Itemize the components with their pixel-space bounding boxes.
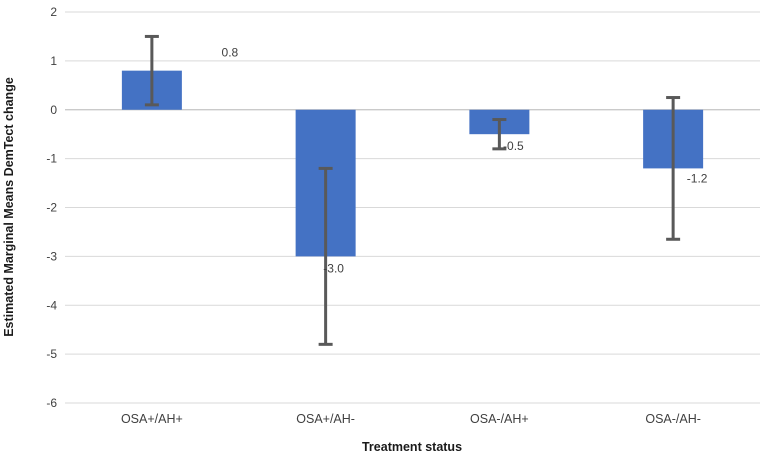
y-tick-label: 2 <box>50 5 57 19</box>
y-tick-label: -5 <box>46 347 57 361</box>
plot-area: 2 1 0 -1 -2 -3 -4 -5 -6 0.8 OSA+/AH+ -3.0 OSA+/AH- -0… <box>46 5 760 426</box>
y-axis-title: Estimated Marginal Means DemTect change <box>2 77 16 337</box>
y-tick-label: 0 <box>50 103 57 117</box>
x-category-label: OSA-/AH- <box>645 412 701 426</box>
y-tick-label: 1 <box>50 54 57 68</box>
data-label: -1.2 <box>687 171 708 185</box>
data-label: -3.0 <box>323 261 344 275</box>
y-tick-label: -4 <box>46 298 57 312</box>
x-category-label: OSA-/AH+ <box>470 412 529 426</box>
y-tick-label: -2 <box>46 201 57 215</box>
y-tick-label: -3 <box>46 249 57 263</box>
y-tick-label: -6 <box>46 396 57 410</box>
x-axis-title: Treatment status <box>362 440 462 454</box>
y-tick-label: -1 <box>46 152 57 166</box>
x-category-label: OSA+/AH+ <box>121 412 183 426</box>
data-label: 0.8 <box>222 46 239 60</box>
data-label: -0.5 <box>503 139 524 153</box>
x-category-label: OSA+/AH- <box>296 412 355 426</box>
